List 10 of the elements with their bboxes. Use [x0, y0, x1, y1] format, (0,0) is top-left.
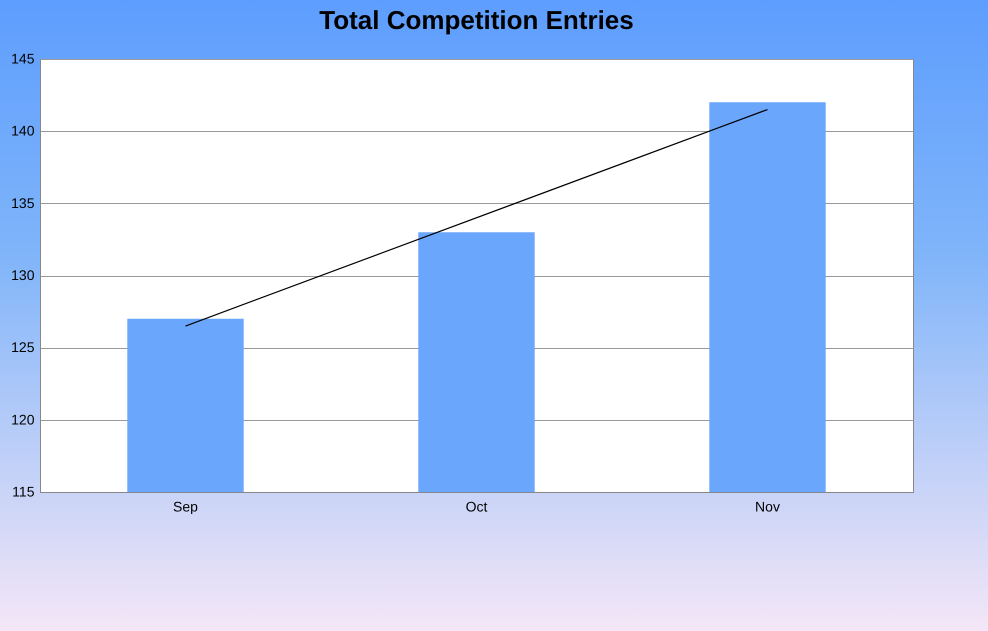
y-tick-label: 140 — [11, 122, 35, 139]
x-tick-label: Oct — [466, 498, 488, 514]
x-tick-label: Nov — [755, 498, 780, 514]
y-tick-label: 135 — [11, 194, 35, 211]
y-tick-label: 120 — [11, 411, 35, 428]
y-tick-label: 145 — [11, 50, 35, 66]
chart-title: Total Competition Entries — [319, 5, 634, 35]
y-tick-label: 130 — [11, 267, 35, 283]
y-tick-label: 115 — [12, 484, 35, 500]
y-tick-label: 125 — [11, 339, 35, 356]
